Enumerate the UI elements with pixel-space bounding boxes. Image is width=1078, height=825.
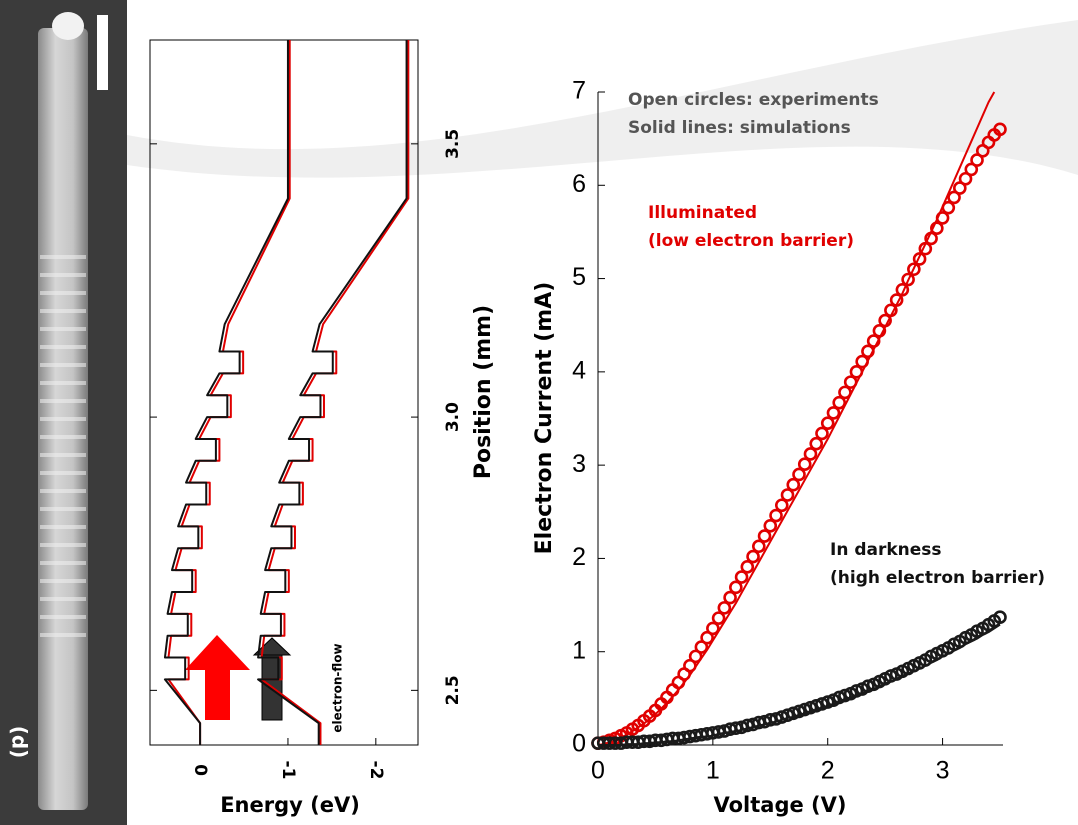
y-tick-label: 3.5 bbox=[443, 129, 463, 159]
x-axis-label: Voltage (V) bbox=[714, 793, 847, 817]
wire-stripe bbox=[40, 471, 86, 475]
wire-stripe bbox=[40, 327, 86, 331]
y-tick-label: 7 bbox=[572, 77, 586, 105]
micrograph: (d) bbox=[0, 0, 127, 825]
y-tick-label: 2 bbox=[572, 543, 586, 571]
figure: (d) 0 -1 -2 2.5 3.0 3.5 Energy (eV) Position (m… bbox=[0, 0, 1078, 825]
annotation: electron-flow bbox=[331, 643, 345, 732]
y-tick-label: 2.5 bbox=[443, 675, 463, 705]
red-arrow-shaft bbox=[205, 670, 230, 720]
wire-stripe bbox=[40, 525, 86, 529]
wire-stripe bbox=[40, 291, 86, 295]
wire-stripe bbox=[40, 363, 86, 367]
x-axis-label: Energy (eV) bbox=[220, 793, 360, 817]
wire-stripe bbox=[40, 399, 86, 403]
y-tick-label: 3 bbox=[572, 450, 586, 478]
annotation: In darkness bbox=[830, 540, 942, 560]
x-tick-label: -1 bbox=[278, 761, 298, 780]
y-tick-label: 0 bbox=[572, 730, 586, 758]
x-tick-label: 1 bbox=[706, 757, 720, 785]
annotation: (high electron barrier) bbox=[830, 568, 1045, 588]
wire-stripe bbox=[40, 417, 86, 421]
y-tick-label: 4 bbox=[572, 356, 586, 384]
annotation: Solid lines: simulations bbox=[628, 118, 851, 138]
wire-stripe bbox=[40, 561, 86, 565]
annotation: Illuminated bbox=[648, 203, 757, 223]
wire-stripe bbox=[40, 345, 86, 349]
annotation: Open circles: experiments bbox=[628, 90, 879, 110]
y-axis-label: Electron Current (mA) bbox=[532, 282, 557, 555]
x-tick-label: -2 bbox=[366, 761, 386, 780]
wire-stripe bbox=[40, 543, 86, 547]
wire-stripe bbox=[40, 453, 86, 457]
wire-stripe bbox=[40, 633, 86, 637]
wire-stripe bbox=[40, 309, 86, 313]
wire-stripe bbox=[40, 435, 86, 439]
x-tick-label: 3 bbox=[936, 757, 950, 785]
y-tick-label: 6 bbox=[572, 170, 586, 198]
annotation: (low electron barrier) bbox=[648, 231, 854, 251]
y-axis-label: Position (mm) bbox=[471, 305, 496, 479]
x-tick-label: 0 bbox=[190, 764, 210, 776]
nanowire-cap bbox=[52, 12, 84, 40]
scale-bar bbox=[97, 15, 108, 90]
panel-label: (d) bbox=[8, 726, 32, 759]
wire-stripe bbox=[40, 597, 86, 601]
wire-stripe bbox=[40, 381, 86, 385]
wire-stripe bbox=[40, 489, 86, 493]
wire-stripe bbox=[40, 579, 86, 583]
y-tick-label: 1 bbox=[572, 636, 586, 664]
wire-stripe bbox=[40, 615, 86, 619]
x-tick-label: 2 bbox=[821, 757, 835, 785]
y-tick-label: 3.0 bbox=[443, 402, 463, 432]
wire-stripe bbox=[40, 255, 86, 259]
wire-stripe bbox=[40, 273, 86, 277]
wire-stripe bbox=[40, 507, 86, 511]
y-tick-label: 5 bbox=[572, 263, 586, 291]
x-tick-label: 0 bbox=[591, 757, 605, 785]
